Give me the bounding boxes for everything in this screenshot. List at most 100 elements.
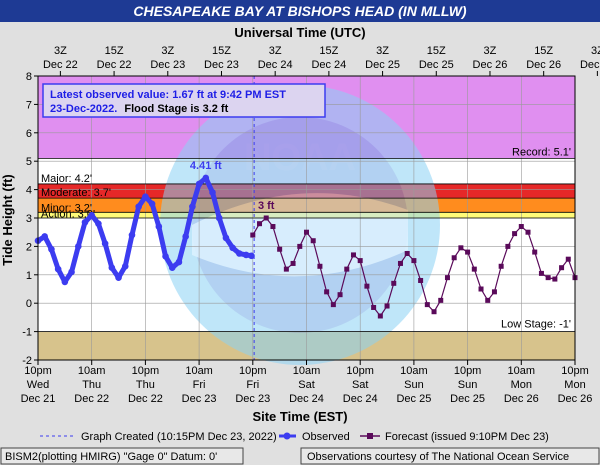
footer-right: Observations courtesy of The National Oc… — [307, 451, 569, 463]
forecast-point — [391, 280, 397, 286]
major-stage-label: Major: 4.2' — [41, 173, 92, 185]
forecast-point — [431, 309, 437, 315]
y-tick-label: 3 — [26, 213, 32, 225]
observed-point — [128, 231, 136, 239]
y-tick-label: 6 — [26, 128, 32, 140]
forecast-point — [559, 265, 565, 271]
bottom-tick-label: 10pm — [454, 365, 482, 377]
observed-point — [54, 265, 62, 273]
top-tick-date: Dec 26 — [526, 59, 561, 71]
forecast-point — [518, 224, 524, 230]
observed-point — [236, 250, 243, 257]
bottom-tick-label: 10pm — [239, 365, 267, 377]
bottom-tick-date: Dec 24 — [289, 393, 324, 405]
footer-left: BISM2(plotting HMIRG) "Gage 0" Datum: 0' — [5, 451, 217, 463]
observed-point — [222, 234, 230, 242]
info-date: 23-Dec-2022. — [50, 103, 117, 115]
observed-point — [108, 264, 116, 272]
forecast-point — [458, 245, 464, 251]
forecast-point — [250, 232, 256, 238]
forecast-point — [538, 270, 544, 276]
top-tick-date: Dec 25 — [365, 59, 400, 71]
bottom-tick-day: Fri — [246, 379, 259, 391]
action-stage-label: Action: 3.0' — [41, 209, 95, 221]
bottom-tick-day: Sun — [458, 379, 478, 391]
y-tick-label: 1 — [26, 270, 32, 282]
top-tick-label: 15Z — [534, 45, 553, 57]
observed-point — [202, 174, 210, 182]
bottom-tick-date: Dec 25 — [396, 393, 431, 405]
info-box: Latest observed value: 1.67 ft at 9:42 P… — [42, 83, 326, 118]
top-tick-label: 3Z — [161, 45, 174, 57]
legend-graph-created: Graph Created (10:15PM Dec 23, 2022) — [81, 431, 277, 443]
observed-point — [61, 278, 69, 286]
bottom-tick-day: Thu — [82, 379, 101, 391]
minor-stage-label: Minor: 3.2' — [41, 202, 92, 214]
forecast-point — [498, 263, 504, 269]
forecast-point — [444, 275, 450, 281]
forecast-point — [465, 249, 471, 255]
y-tick-label: 4 — [26, 185, 32, 197]
top-tick-label: 15Z — [427, 45, 446, 57]
bottom-tick-label: 10pm — [24, 365, 52, 377]
forecast-point — [512, 231, 518, 237]
bottom-tick-date: Dec 21 — [21, 393, 56, 405]
top-tick-date: Dec 23 — [150, 59, 185, 71]
forecast-point — [317, 263, 323, 269]
observed-point — [74, 243, 82, 250]
top-tick-label: 15Z — [105, 45, 124, 57]
bottom-tick-date: Dec 23 — [182, 393, 217, 405]
info-line-1: Latest observed value: 1.67 ft at 9:42 P… — [50, 89, 286, 101]
info-line-2: 23-Dec-2022. Flood Stage is 3.2 ft — [50, 103, 229, 115]
forecast-point — [330, 302, 336, 308]
observed-point — [115, 274, 122, 281]
y-tick-label: -2 — [22, 355, 32, 367]
footer: BISM2(plotting HMIRG) "Gage 0" Datum: 0'… — [0, 447, 600, 465]
forecast-point — [384, 303, 390, 309]
bottom-tick-label: 10am — [508, 365, 536, 377]
forecast-point — [532, 249, 538, 255]
forecast-peak-label: 3 ft — [258, 200, 275, 212]
forecast-series — [250, 215, 578, 319]
forecast-point — [418, 277, 424, 283]
bottom-tick-date: Dec 24 — [343, 393, 378, 405]
forecast-point — [397, 260, 403, 266]
bottom-tick-label: 10pm — [346, 365, 374, 377]
forecast-point — [257, 221, 263, 227]
bottom-tick-day: Thu — [136, 379, 155, 391]
forecast-point — [491, 289, 497, 295]
observed-point — [175, 258, 183, 266]
y-tick-label: 0 — [26, 298, 32, 310]
forecast-point — [451, 255, 457, 261]
y-tick-label: 2 — [26, 241, 32, 253]
forecast-point — [263, 215, 269, 221]
forecast-point — [297, 243, 303, 249]
forecast-point — [471, 266, 477, 272]
bottom-tick-date: Dec 26 — [558, 393, 593, 405]
y-tick-label: -1 — [22, 327, 32, 339]
observed-point — [195, 180, 203, 188]
noaa-watermark: NOAA — [160, 85, 440, 365]
observed-point — [48, 245, 55, 253]
forecast-point — [552, 276, 558, 282]
bottom-tick-label: 10am — [400, 365, 428, 377]
forecast-point — [505, 243, 511, 249]
bottom-tick-date: Dec 25 — [450, 393, 485, 405]
top-tick-label: 3Z — [269, 45, 282, 57]
observed-point — [41, 233, 49, 240]
bottom-tick-day: Mon — [564, 379, 585, 391]
bottom-tick-label: 10am — [78, 365, 106, 377]
forecast-point — [371, 304, 377, 310]
moderate-stage-label: Moderate: 3.7' — [41, 187, 111, 199]
bottom-tick-label: 10am — [293, 365, 321, 377]
forecast-point — [438, 297, 444, 303]
forecast-point — [357, 258, 363, 264]
forecast-point — [290, 260, 296, 266]
bottom-tick-day: Sun — [404, 379, 424, 391]
top-tick-date: Dec 25 — [419, 59, 454, 71]
top-axis-ticks: 3Z Dec 22 15Z Dec 22 3Z Dec 23 15Z Dec 23 3Z Dec … — [43, 45, 600, 76]
top-tick-label: 15Z — [319, 45, 338, 57]
bottom-tick-date: Dec 22 — [74, 393, 109, 405]
forecast-point — [478, 286, 484, 292]
